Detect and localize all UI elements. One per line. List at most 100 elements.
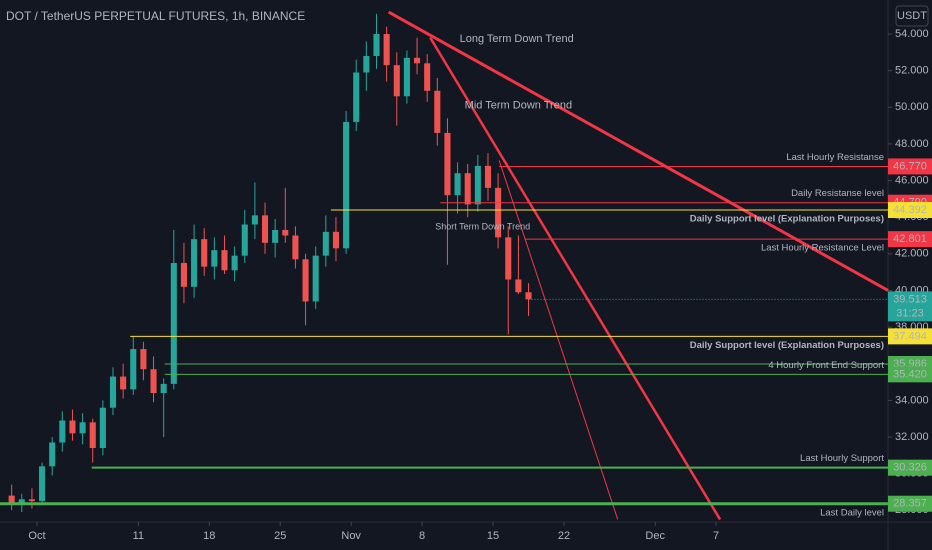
candle-body <box>221 250 228 271</box>
candle-body <box>109 376 117 408</box>
candle-body <box>464 173 471 205</box>
candle-body <box>89 422 96 448</box>
y-tick-label: 32.000 <box>895 431 929 443</box>
candle-body <box>211 250 218 267</box>
candle-body <box>343 121 350 249</box>
candle-body <box>444 132 451 196</box>
candle-body <box>140 349 147 370</box>
level-label: 4 Hourly Front End Support <box>768 360 884 371</box>
price-tag-label: 28.357 <box>893 498 927 510</box>
last-price-tag <box>888 291 932 322</box>
trend-label: Short Term Down Trend <box>435 221 530 231</box>
level-label: Last Daily level <box>820 507 884 518</box>
candle-body <box>99 407 106 448</box>
candle-body <box>525 292 532 300</box>
x-tick-label: Oct <box>28 530 45 542</box>
y-tick-label: 54.000 <box>895 28 929 40</box>
chart-title: DOT / TetherUS PERPETUAL FUTURES, 1h, BI… <box>6 9 305 23</box>
price-tag <box>888 328 932 345</box>
candle-body <box>120 376 127 390</box>
candle-body <box>180 262 187 287</box>
trend-line <box>498 160 619 520</box>
candle-body <box>160 383 167 394</box>
candle-body <box>505 237 512 280</box>
candle-body <box>130 349 137 390</box>
level-label: Daily Support level (Explanation Purpose… <box>690 340 884 351</box>
candle-body <box>79 422 86 434</box>
x-tick-label: 25 <box>274 530 286 542</box>
price-tag <box>888 158 932 175</box>
candle-body <box>69 420 76 434</box>
last-price-label: 39.513 <box>893 293 927 305</box>
candle-body <box>383 33 390 66</box>
x-tick-label: Dec <box>645 530 665 542</box>
candle-body <box>332 231 340 249</box>
price-tag-label: 37.494 <box>893 330 927 342</box>
price-tag-label: 30.326 <box>893 462 927 474</box>
candle-body <box>363 55 370 73</box>
candle-body <box>272 230 279 243</box>
candle-body <box>251 215 258 225</box>
candle-body <box>49 442 56 467</box>
candle-body <box>18 499 25 505</box>
candle-body <box>191 239 198 287</box>
trend-line <box>387 10 889 292</box>
countdown: 31:23 <box>896 307 924 319</box>
candle-body <box>515 279 522 293</box>
currency-box[interactable] <box>895 5 929 27</box>
x-tick-label: 7 <box>713 530 719 542</box>
candle-body <box>403 57 410 97</box>
candle-body <box>393 65 400 97</box>
candle-body <box>292 235 299 260</box>
candle-body <box>474 165 481 205</box>
price-tag <box>888 231 932 248</box>
x-tick-label: Nov <box>341 530 361 542</box>
price-tag-label: 44.392 <box>893 204 927 216</box>
level-label: Last Hourly Resistanse <box>786 152 884 163</box>
x-tick-label: 15 <box>487 530 499 542</box>
y-tick-label: 34.000 <box>895 394 929 406</box>
candle-body <box>302 259 309 302</box>
candle-body <box>312 255 319 302</box>
y-tick-label: 48.000 <box>895 138 929 150</box>
candle-body <box>353 72 360 122</box>
x-tick-label: 18 <box>203 530 215 542</box>
y-tick-label: 46.000 <box>895 174 929 186</box>
candle-body <box>261 215 269 243</box>
candle-body <box>322 231 329 256</box>
candle-body <box>424 63 431 91</box>
price-tag <box>888 202 932 219</box>
candle-body <box>414 57 421 64</box>
x-tick-label: 8 <box>419 530 425 542</box>
price-tag <box>888 459 932 476</box>
price-tag <box>888 366 932 383</box>
y-tick-label: 50.000 <box>895 101 929 113</box>
candle-body <box>39 466 46 502</box>
x-tick-label: 22 <box>558 530 570 542</box>
level-label: Daily Support level (Explanation Purpose… <box>690 214 884 225</box>
price-tag-label: 46.770 <box>893 160 927 172</box>
currency: USDT <box>897 10 927 22</box>
candle-body <box>373 33 380 56</box>
level-label: Daily Resistanse level <box>791 188 884 199</box>
price-tag-label: 35.420 <box>893 368 927 380</box>
candle-body <box>454 173 461 196</box>
level-label: Last Hourly Resistance Level <box>761 243 884 254</box>
candle-body <box>484 165 492 188</box>
candle-body <box>201 239 208 267</box>
candle-body <box>8 495 15 505</box>
candle-body <box>28 499 35 502</box>
trend-label: Long Term Down Trend <box>460 33 574 45</box>
candle-body <box>495 187 502 238</box>
price-tag <box>888 495 932 512</box>
y-tick-label: 42.000 <box>895 248 929 260</box>
x-tick-label: 11 <box>133 530 144 542</box>
trend-label: Mid Term Down Trend <box>465 99 572 111</box>
candle-body <box>170 262 177 384</box>
candle-body <box>282 230 289 236</box>
level-label: Last Hourly Support <box>800 453 884 464</box>
candle-body <box>59 420 66 443</box>
candle-body <box>150 369 157 394</box>
